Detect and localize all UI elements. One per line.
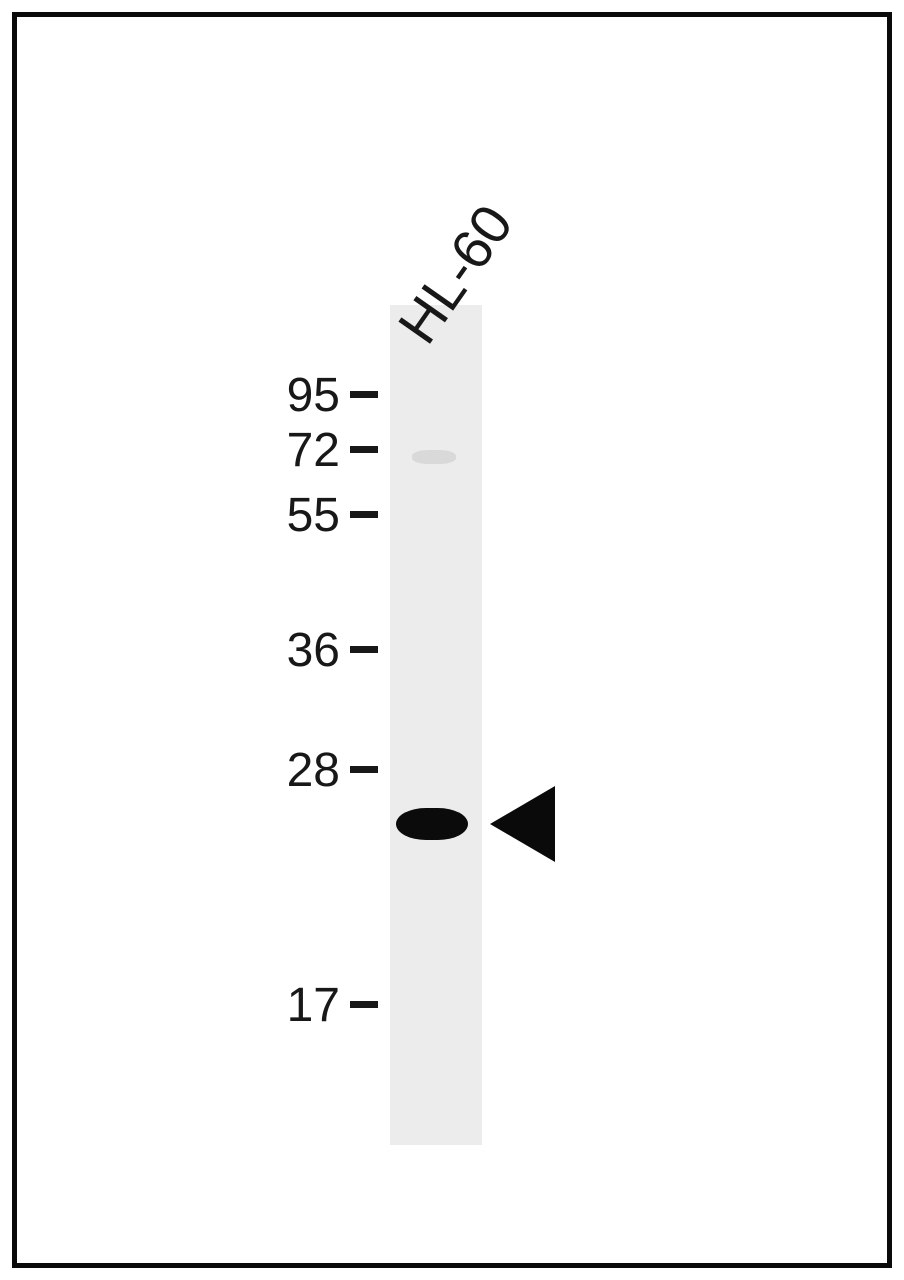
faint-band [412, 450, 456, 464]
mw-marker-tick [350, 646, 378, 653]
blot-lane [390, 305, 482, 1145]
mw-marker: 55 [0, 491, 378, 539]
sample-label: HL-60 [386, 193, 525, 354]
mw-marker-label: 72 [270, 423, 340, 478]
mw-marker: 36 [0, 626, 378, 674]
mw-marker-tick [350, 766, 378, 773]
blot-canvas: HL-60 957255362817 [0, 0, 904, 1280]
mw-marker-tick [350, 1001, 378, 1008]
mw-marker: 72 [0, 426, 378, 474]
mw-marker: 17 [0, 981, 378, 1029]
mw-marker-tick [350, 446, 378, 453]
mw-marker-label: 28 [270, 743, 340, 798]
mw-marker-label: 95 [270, 368, 340, 423]
mw-marker-tick [350, 511, 378, 518]
mw-marker-label: 55 [270, 488, 340, 543]
mw-marker-label: 36 [270, 623, 340, 678]
mw-marker: 28 [0, 746, 378, 794]
mw-marker-label: 17 [270, 978, 340, 1033]
mw-marker: 95 [0, 371, 378, 419]
mw-marker-tick [350, 391, 378, 398]
band-indicator-arrow-icon [490, 786, 555, 862]
detected-band [396, 808, 468, 840]
